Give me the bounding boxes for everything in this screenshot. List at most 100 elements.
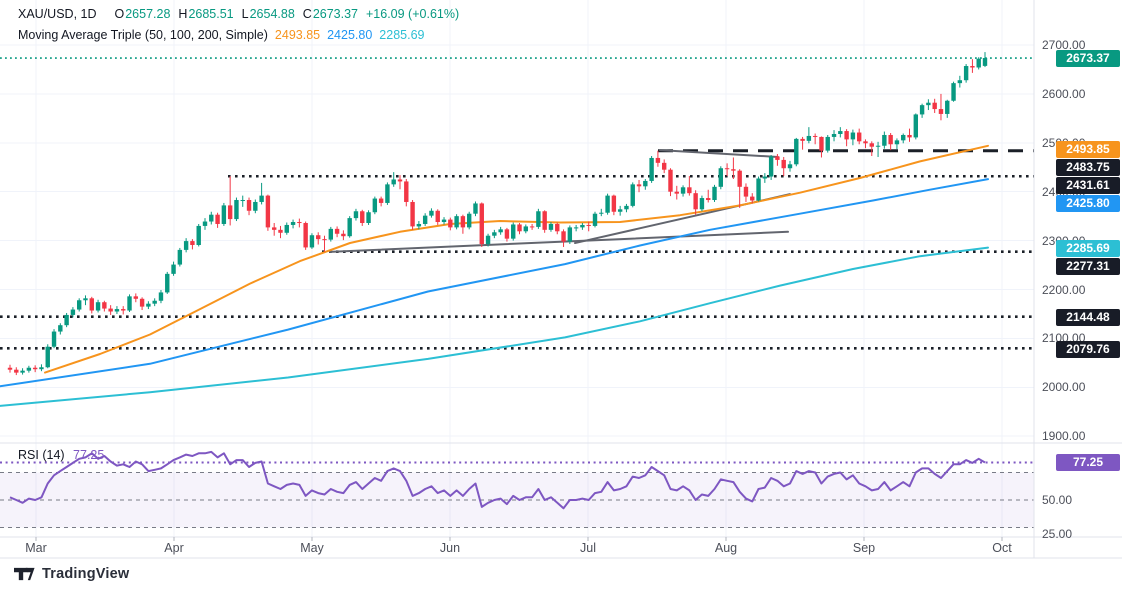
candle-body bbox=[253, 201, 258, 211]
price-badge: 2277.31 bbox=[1056, 257, 1120, 275]
price-badge: 2285.69 bbox=[1056, 239, 1120, 257]
time-axis-label: Sep bbox=[852, 541, 876, 555]
candle-body bbox=[882, 134, 887, 146]
candle-body bbox=[718, 168, 724, 187]
candle-body bbox=[297, 222, 302, 224]
candle-body bbox=[334, 228, 340, 234]
candle-body bbox=[888, 134, 893, 145]
candle-body bbox=[624, 205, 629, 210]
candle-body bbox=[353, 211, 359, 219]
candle-body bbox=[347, 218, 352, 237]
tradingview-logo[interactable]: TradingView bbox=[14, 566, 129, 582]
candle-body bbox=[806, 135, 812, 141]
symbol-title[interactable]: XAU/USD, 1D bbox=[18, 7, 97, 21]
rsi-title[interactable]: RSI bbox=[18, 448, 39, 462]
candle-body bbox=[460, 216, 466, 228]
ohlc-key: H bbox=[178, 7, 188, 21]
candle-body bbox=[240, 200, 245, 202]
ma-value: 2425.80 bbox=[327, 28, 373, 42]
candle-body bbox=[523, 226, 529, 232]
price-badge: 2144.48 bbox=[1056, 308, 1120, 326]
trendline bbox=[329, 230, 789, 253]
candle-body bbox=[45, 346, 50, 368]
candle-body bbox=[448, 219, 453, 228]
candle-body bbox=[699, 198, 705, 210]
candle-body bbox=[856, 132, 862, 142]
candle-body bbox=[265, 195, 271, 228]
candle-body bbox=[542, 211, 547, 230]
indicator-values: 2493.85 2425.80 2285.69 bbox=[268, 28, 425, 42]
candle-body bbox=[919, 105, 925, 115]
candle-body bbox=[825, 136, 830, 151]
candle-body bbox=[762, 176, 768, 179]
candle-body bbox=[215, 214, 220, 224]
candle-body bbox=[517, 224, 522, 232]
candle-body bbox=[372, 198, 378, 213]
candle-body bbox=[617, 209, 623, 212]
candle-body bbox=[171, 264, 176, 274]
candle-body bbox=[781, 159, 786, 169]
candle-body bbox=[951, 83, 956, 101]
rsi-value: 77.25 bbox=[73, 448, 105, 462]
candle-body bbox=[731, 169, 736, 171]
candle-body bbox=[957, 80, 963, 84]
candle-body bbox=[416, 223, 422, 227]
time-axis[interactable]: Mar Apr May Jun Jul Aug Sep Oct bbox=[0, 538, 1122, 558]
price-axis[interactable]: 2700.002600.002500.002400.002300.002200.… bbox=[1034, 0, 1122, 558]
candle-body bbox=[592, 213, 598, 226]
price-axis-label: 2200.00 bbox=[1042, 282, 1086, 297]
candle-body bbox=[844, 131, 849, 140]
candle-body bbox=[636, 184, 642, 187]
moving-average-line bbox=[0, 246, 989, 407]
candle-body bbox=[680, 187, 686, 194]
candle-body bbox=[668, 169, 673, 192]
candle-body bbox=[932, 102, 937, 110]
candle-body bbox=[938, 109, 944, 114]
candle-body bbox=[309, 235, 315, 248]
price-badge: 2425.80 bbox=[1056, 194, 1120, 212]
candle-body bbox=[750, 196, 755, 201]
ma-value: 2493.85 bbox=[274, 28, 321, 42]
time-axis-label: Mar bbox=[25, 541, 47, 555]
candle-body bbox=[945, 100, 950, 114]
candle-body bbox=[756, 178, 761, 201]
candle-body bbox=[64, 314, 69, 326]
candle-body bbox=[555, 223, 560, 232]
price-badge: 2079.76 bbox=[1056, 340, 1120, 358]
candle-body bbox=[391, 179, 396, 185]
candle-body bbox=[404, 181, 409, 202]
ohlc-value: 2685.51 bbox=[188, 7, 234, 21]
ohlc-key: C bbox=[302, 7, 312, 21]
candle-body bbox=[397, 179, 403, 182]
candle-body bbox=[599, 212, 604, 214]
candle-body bbox=[454, 216, 459, 228]
candle-body bbox=[127, 296, 132, 311]
ohlc-values: O2657.28 H2685.51 L2654.88 C2673.37 bbox=[107, 7, 359, 21]
indicator-title[interactable]: Moving Average Triple (50, 100, 200, Sim… bbox=[18, 28, 268, 42]
price-axis-label: 2600.00 bbox=[1042, 86, 1086, 101]
candle-body bbox=[580, 224, 585, 228]
candle-body bbox=[573, 227, 579, 229]
rsi-axis-label: 25.00 bbox=[1042, 527, 1073, 542]
candle-body bbox=[284, 224, 289, 233]
candle-body bbox=[202, 221, 208, 226]
candle-body bbox=[498, 229, 503, 233]
candle-body bbox=[775, 156, 780, 160]
candle-body bbox=[511, 224, 516, 239]
symbol-legend: XAU/USD, 1D O2657.28 H2685.51 L2654.88 C2673… bbox=[18, 7, 459, 21]
time-axis-label: May bbox=[300, 541, 324, 555]
candle-body bbox=[907, 134, 912, 138]
tradingview-icon bbox=[14, 567, 35, 581]
candle-body bbox=[800, 138, 805, 141]
candle-body bbox=[548, 223, 554, 230]
rsi-line bbox=[9, 450, 986, 510]
candle-body bbox=[183, 241, 189, 250]
candle-body bbox=[473, 203, 478, 214]
ohlc-value: 2654.88 bbox=[249, 7, 295, 21]
candle-body bbox=[712, 186, 717, 201]
candle-body bbox=[504, 229, 510, 239]
ohlc-key: O bbox=[114, 7, 125, 21]
candle-body bbox=[561, 231, 566, 242]
candle-body bbox=[95, 302, 101, 311]
